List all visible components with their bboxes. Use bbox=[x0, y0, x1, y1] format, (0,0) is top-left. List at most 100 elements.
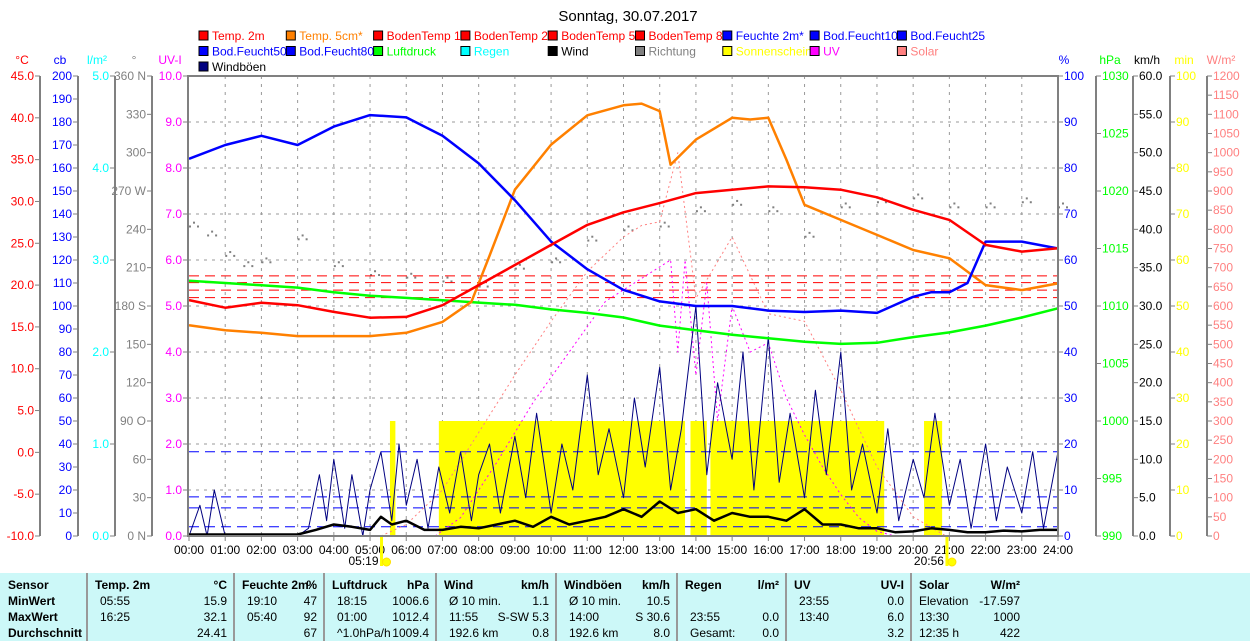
table-cell: 23:55 bbox=[690, 610, 721, 624]
direction-point bbox=[225, 254, 228, 257]
sunshine-bar bbox=[924, 421, 943, 536]
direction-point bbox=[985, 206, 988, 209]
table-cell: 0.0 bbox=[887, 594, 904, 608]
axis-tick-label: 10 bbox=[1176, 483, 1190, 497]
legend-label: Feuchte 2m* bbox=[736, 29, 804, 43]
table-column bbox=[437, 573, 557, 641]
axis-tick-label: 10.0 bbox=[1139, 452, 1163, 466]
direction-point bbox=[261, 261, 264, 264]
table-cell: 23:55 bbox=[799, 594, 830, 608]
axis-title: l/m² bbox=[87, 53, 107, 67]
table-cell: Regen bbox=[685, 578, 722, 592]
table-cell: 67 bbox=[303, 626, 317, 640]
direction-point bbox=[699, 206, 702, 209]
axis-tick-label: 5.0 bbox=[1139, 491, 1156, 505]
x-tick-label: 13:00 bbox=[645, 543, 675, 557]
direction-point bbox=[478, 285, 481, 288]
axis-tick-label: 550 bbox=[1213, 318, 1233, 332]
table-cell: 13:40 bbox=[799, 610, 830, 624]
direction-point bbox=[551, 261, 554, 264]
axis-tick-label: 20.0 bbox=[1139, 376, 1163, 390]
legend-label: BodenTemp 25 bbox=[474, 29, 555, 43]
direction-point bbox=[247, 261, 250, 264]
axis-tick-label: 70 bbox=[59, 368, 73, 382]
direction-point bbox=[695, 210, 698, 213]
axis-tick-label: 0 bbox=[1213, 529, 1220, 543]
axis-tick-label: 40.0 bbox=[11, 111, 35, 125]
weather-chart: Sonntag, 30.07.2017 Temp. 2m Temp. 5cm* Bo… bbox=[7, 8, 1240, 568]
axis-tick-label: 70 bbox=[1064, 207, 1078, 221]
axis-tick-label: -5.0 bbox=[13, 487, 34, 501]
table-cell: Wind bbox=[444, 578, 474, 592]
legend-swatch bbox=[547, 46, 558, 56]
x-tick-label: 01:00 bbox=[210, 543, 240, 557]
table-cell: Ø 10 min. bbox=[449, 594, 502, 608]
axis-tick-label: 850 bbox=[1213, 203, 1233, 217]
axis-tick-label: 20 bbox=[1176, 437, 1190, 451]
table-cell: Elevation bbox=[919, 594, 969, 608]
direction-point bbox=[844, 202, 847, 205]
legend-label: Bod.Feucht10 bbox=[823, 29, 898, 43]
table-cell: 0.8 bbox=[532, 626, 549, 640]
table-cell: 10.5 bbox=[646, 594, 670, 608]
direction-point bbox=[207, 234, 210, 237]
table-cell: W/m² bbox=[990, 578, 1020, 592]
axis-tick-label: 170 bbox=[52, 138, 72, 152]
axis-tick-label: 650 bbox=[1213, 280, 1233, 294]
legend-swatch bbox=[547, 30, 558, 41]
axis-tick-label: 1200 bbox=[1213, 69, 1240, 83]
axis-title: hPa bbox=[1099, 53, 1121, 67]
axis-tick-label: 6.0 bbox=[165, 253, 182, 267]
direction-point bbox=[559, 261, 562, 264]
series-solar bbox=[380, 152, 947, 537]
direction-point bbox=[587, 239, 590, 242]
table-column bbox=[678, 573, 787, 641]
axis-tick-label: 35.0 bbox=[11, 153, 35, 167]
legend-label: Temp. 5cm* bbox=[299, 29, 363, 43]
table-column bbox=[787, 573, 912, 641]
legend-swatch bbox=[198, 46, 209, 56]
x-tick-label: 05:00 bbox=[355, 543, 385, 557]
axis-title: % bbox=[1059, 53, 1070, 67]
axis-tick-label: 60 bbox=[59, 391, 73, 405]
axis-tick-label: 5.0 bbox=[17, 404, 34, 418]
axis-tick-label: 120 bbox=[126, 376, 146, 390]
direction-point bbox=[808, 231, 811, 234]
axis-tick-label: 40.0 bbox=[1139, 222, 1163, 236]
direction-point bbox=[917, 193, 920, 196]
axis-tick-label: 450 bbox=[1213, 357, 1233, 371]
series-wind bbox=[189, 500, 1058, 536]
axis-tick-label: 80 bbox=[59, 345, 73, 359]
axis-tick-label: 400 bbox=[1213, 376, 1233, 390]
table-cell: 05:55 bbox=[100, 594, 131, 608]
legend-label: Windböen bbox=[212, 60, 266, 74]
axis-tick-label: 15.0 bbox=[11, 320, 35, 334]
table-cell: Sensor bbox=[8, 578, 49, 592]
axis-tick-label: 0.0 bbox=[92, 529, 109, 543]
legend-label: Bod.Feucht50 bbox=[212, 45, 287, 59]
sunset-time: 20:56 bbox=[914, 554, 944, 568]
table-column bbox=[325, 573, 437, 641]
axis-tick-label: 30.0 bbox=[11, 194, 35, 208]
axis-tick-label: 300 bbox=[126, 146, 146, 160]
table-cell: UV bbox=[794, 578, 811, 592]
table-cell: 92 bbox=[303, 610, 317, 624]
direction-point bbox=[772, 206, 775, 209]
axis-tick-label: 25.0 bbox=[11, 236, 35, 250]
direction-point bbox=[921, 197, 924, 200]
x-tick-label: 11:00 bbox=[573, 543, 602, 557]
direction-point bbox=[215, 234, 218, 237]
axis-tick-label: 30 bbox=[1064, 391, 1078, 405]
axis-tick-label: 160 bbox=[52, 161, 72, 175]
axis-tick-label: 300 bbox=[1213, 414, 1233, 428]
axis-tick-label: 0.0 bbox=[17, 445, 34, 459]
axis-tick-label: 30 bbox=[59, 460, 73, 474]
direction-point bbox=[522, 267, 525, 270]
direction-point bbox=[1066, 206, 1068, 209]
legend-swatch bbox=[285, 30, 296, 41]
axis-tick-label: 60 bbox=[1064, 253, 1078, 267]
direction-point bbox=[341, 265, 344, 268]
axis-tick-label: 100 bbox=[1176, 69, 1196, 83]
axis-tick-label: 8.0 bbox=[165, 161, 182, 175]
axis-tick-label: 7.0 bbox=[165, 207, 182, 221]
